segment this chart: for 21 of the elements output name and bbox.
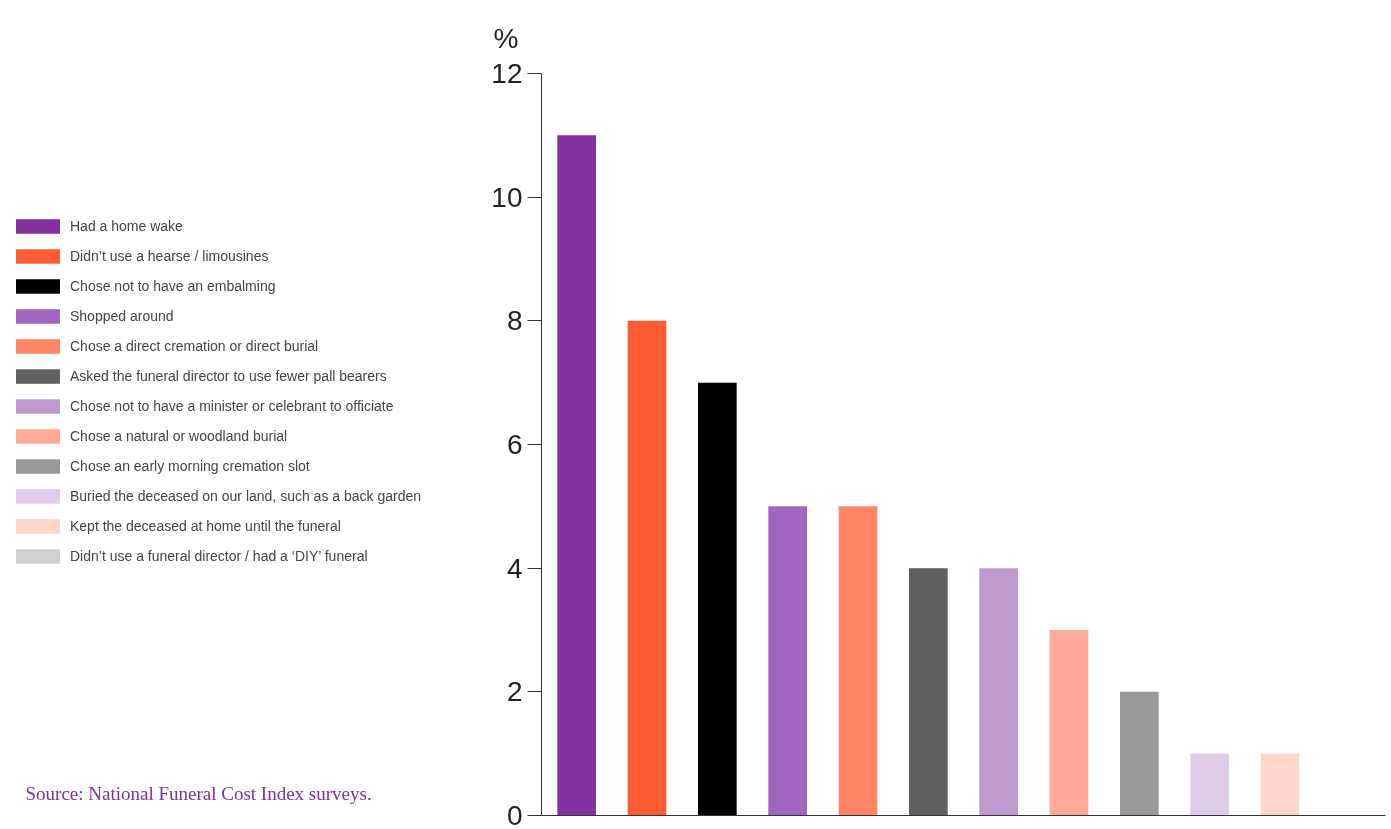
y-tick-label: 8	[506, 305, 523, 337]
legend-label: Chose not to have a minister or celebrant to officiate	[70, 397, 394, 415]
source-note: Source: National Funeral Cost Index surveys.	[25, 782, 372, 804]
legend-label: Chose not to have an embalming	[70, 277, 276, 295]
y-tick-label: 0	[506, 800, 523, 829]
legend-label: Chose an early morning cremation slot	[70, 457, 310, 475]
legend-label: Buried the deceased on our land, such as a back garden	[70, 487, 422, 505]
legend-label: Asked the funeral director to use fewer pall bearers	[70, 367, 387, 385]
y-axis-title: %	[493, 22, 519, 54]
y-tick-label: 2	[506, 676, 523, 708]
y-tick-label: 6	[506, 429, 523, 460]
y-tick-label: 10	[491, 181, 523, 213]
y-tick-label: 12	[491, 58, 523, 89]
legend-label: Chose a direct cremation or direct burial	[70, 337, 319, 355]
legend-label: Chose a natural or woodland burial	[70, 427, 288, 445]
legend-label: Didn’t use a funeral director / had a ‘DIY’ funeral	[70, 547, 368, 565]
legend-label: Shopped around	[70, 307, 174, 325]
legend-label: Kept the deceased at home until the funeral	[70, 517, 341, 535]
legend-label: Didn’t use a hearse / limousines	[70, 247, 269, 265]
legend-label: Had a home wake	[70, 217, 183, 235]
y-tick-label: 4	[506, 552, 523, 584]
